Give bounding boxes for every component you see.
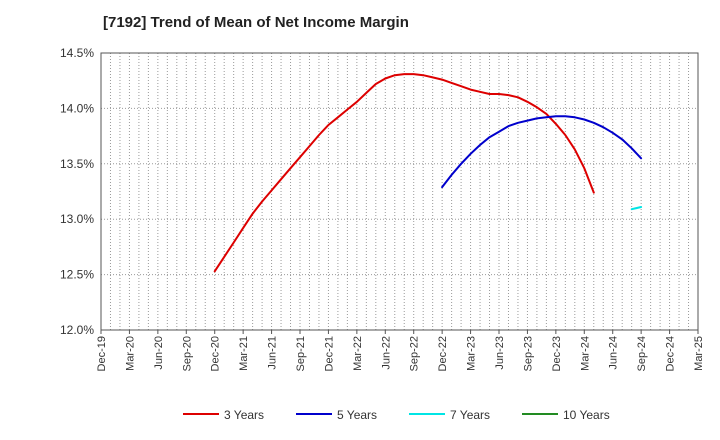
- x-tick-label: Sep-20: [181, 336, 193, 371]
- x-tick-label: Mar-22: [352, 336, 364, 371]
- x-tick-label: Mar-20: [124, 336, 136, 371]
- plot-border: [100, 52, 699, 331]
- x-tick-label: Mar-21: [238, 336, 250, 371]
- chart-title: [7192] Trend of Mean of Net Income Margi…: [103, 14, 409, 31]
- x-tick-label: Dec-23: [551, 336, 563, 371]
- legend-label: 5 Years: [337, 408, 377, 422]
- series-lines: [213, 73, 643, 273]
- axes: 12.0% 12.5% 13.0% 13.5% 14.0% 14.5% Dec-19 Mar-…: [60, 46, 705, 371]
- legend-label: 3 Years: [224, 408, 264, 422]
- x-tick-label: Dec-24: [665, 336, 677, 371]
- y-tick-label: 12.5%: [60, 268, 94, 282]
- x-tick-label: Dec-22: [437, 336, 449, 371]
- x-tick-label: Dec-21: [323, 336, 335, 371]
- x-tick-label: Sep-22: [409, 336, 421, 371]
- x-tick-label: Dec-19: [96, 336, 108, 371]
- plot-area: [101, 53, 698, 330]
- y-tick-label: 12.0%: [60, 323, 94, 337]
- x-tick-label: Jun-24: [608, 336, 620, 370]
- y-tick-label: 13.5%: [60, 157, 94, 171]
- x-tick-label: Mar-23: [466, 336, 478, 371]
- x-tick-label: Sep-24: [636, 336, 648, 371]
- x-tick-label: Jun-23: [494, 336, 506, 370]
- series-line-3-years: [213, 73, 595, 273]
- x-tick-label: Jun-20: [153, 336, 165, 370]
- series-line-7-years: [630, 206, 643, 211]
- y-tick-label: 14.0%: [60, 101, 94, 115]
- x-tick-label: Jun-22: [380, 336, 392, 370]
- legend-label: 10 Years: [563, 408, 610, 422]
- grid-lines: [101, 53, 698, 330]
- x-tick-label: Mar-24: [579, 336, 591, 371]
- series-line-5-years: [441, 115, 643, 189]
- y-tick-label: 13.0%: [60, 212, 94, 226]
- x-tick-label: Sep-21: [295, 336, 307, 371]
- x-tick-label: Mar-25: [693, 336, 705, 371]
- legend-label: 7 Years: [450, 408, 490, 422]
- legend: 3 Years 5 Years 7 Years 10 Years: [183, 408, 610, 422]
- x-tick-label: Jun-21: [267, 336, 279, 370]
- x-tick-label: Sep-23: [522, 336, 534, 371]
- y-tick-label: 14.5%: [60, 46, 94, 60]
- x-tick-label: Dec-20: [210, 336, 222, 371]
